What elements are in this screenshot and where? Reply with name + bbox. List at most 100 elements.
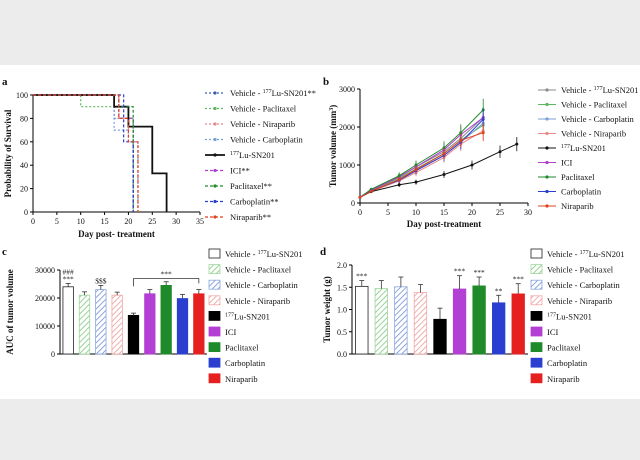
panel-a-x-tick-label: 25 [148, 217, 156, 226]
panel-c-legend-label-4-superscript: 177 [225, 312, 234, 318]
panel-b-series-line-4 [359, 143, 518, 198]
panel-a-x-tick-label: 15 [101, 217, 109, 226]
panel-a-legend-label-2-text: Vehicle - Niraparib [230, 119, 295, 129]
panel-c-legend-swatch-2 [208, 279, 221, 290]
panel-a-y-tick-label: 60 [20, 138, 28, 147]
panel-b-y-tick-label: 0 [351, 199, 355, 208]
panel-a-survival-line-4 [33, 94, 168, 212]
panel-b-x-tick-label: 0 [358, 208, 362, 217]
panel-d-legend-label-6-text: Paclitaxel [547, 343, 581, 353]
panel-c-legend-swatch-3 [208, 295, 221, 306]
panel-b-data-point [397, 174, 401, 178]
panel-d-y-axis-label: Tumor weight (g) [322, 276, 332, 343]
panel-b-legend-marker-1 [545, 102, 549, 107]
panel-b-data-point [459, 138, 463, 142]
panel-b-legend-marker-6 [545, 175, 549, 179]
panel-c-legend-label-6-text: Paclitaxel [225, 343, 259, 353]
panel-a-legend-marker-6 [213, 184, 217, 188]
panel-a-y-tick-label: 0 [24, 208, 28, 217]
panel-b-y-tick-label: 1000 [339, 161, 355, 170]
panel-c-legend-label-8-text: Niraparib [225, 374, 258, 384]
panel-a-x-tick-label: 10 [77, 217, 85, 226]
panel-a-legend-label-0-text-tail: Lu-SN201** [272, 88, 316, 98]
panel-a-y-tick-label: 20 [20, 185, 28, 194]
panel-b-data-point [498, 150, 502, 154]
panel-a-x-axis-label: Day post- treatment [78, 229, 155, 239]
panel-b-y-axis-label: Tumor volume (mm3) [328, 105, 338, 188]
panel-a-legend-marker-4 [213, 153, 217, 157]
panel-d-legend-label-2: Vehicle - Carboplatin [547, 280, 620, 290]
panel-a-x-tick-label: 30 [172, 217, 180, 226]
panel-c-legend-label-2: Vehicle - Carboplatin [225, 280, 298, 290]
panel-b-legend-label-6: Paclitaxel [561, 172, 595, 182]
panel-b-data-point [442, 152, 446, 156]
panel-d-y-tick-label: 0.5 [337, 328, 347, 337]
panel-b-x-tick-label: 15 [440, 208, 448, 217]
panel-a-legend-label-3-text: Vehicle - Carboplatin [230, 135, 303, 145]
panel-a-x-tick-label: 0 [31, 217, 35, 226]
panel-b-legend-label-0: Vehicle - 177Lu-SN201 [561, 85, 638, 95]
panel-b-data-point [414, 168, 418, 172]
panel-a-legend-label-2: Vehicle - Niraparib [230, 119, 295, 129]
panel-c-legend-label-8: Niraparib [225, 374, 258, 384]
panel-c-bracket-label: *** [161, 269, 173, 278]
panel-c-legend-label-7: Carboplatin [225, 358, 266, 368]
panel-d-significance-label: *** [473, 268, 485, 277]
panel-d-legend-label-1: Vehicle - Paclitaxel [547, 265, 614, 275]
panel-b-x-tick-label: 10 [412, 208, 420, 217]
panel-d-legend-label-4-text-tail: Lu-SN201 [556, 311, 592, 321]
panel-a-legend-label-4-superscript: 177 [230, 151, 239, 157]
panel-b-series-line-6 [359, 109, 484, 198]
panel-a-legend-label-7: Carboplatin** [230, 197, 279, 207]
panel-c-y-tick-label: 30000 [35, 266, 55, 275]
panel-c-legend-label-7-text: Carboplatin [225, 358, 266, 368]
panel-b-legend-label-1: Vehicle - Paclitaxel [561, 100, 628, 110]
panel-a-legend-label-4: 177Lu-SN201 [230, 150, 275, 160]
panel-c-bar-vehicle-paclitaxel [78, 294, 91, 355]
panel-b-legend-label-8: Niraparib [561, 201, 594, 211]
figure-panel: a 0 20 40 60 80 100 0 5 10 15 20 25 30 35 Day post- tre… [0, 65, 640, 399]
panel-b-data-point [397, 183, 401, 187]
panel-c-bar-paclitaxel [160, 284, 172, 355]
panel-b-x-tick-label: 25 [496, 208, 504, 217]
panel-d-significance-label: *** [356, 272, 368, 281]
panel-d-legend-label-5-text: ICI [547, 327, 559, 337]
panel-a-legend-label-7-text: Carboplatin** [230, 197, 279, 207]
panel-c-legend-label-4: 177Lu-SN201 [225, 311, 270, 321]
panel-c-legend-label-3-text: Vehicle - Niraparib [225, 296, 290, 306]
panel-c-significance-label: ### [63, 267, 75, 276]
panel-d-bar-ici [452, 288, 467, 355]
panel-c-bar-vehicle-177lu-sn201 [62, 286, 74, 355]
panel-a-legend-label-0-superscript: 177 [263, 89, 272, 95]
panel-c-legend-label-2-text: Vehicle - Carboplatin [225, 280, 298, 290]
panel-a-legend-label-4-text-tail: Lu-SN201 [239, 150, 275, 160]
panel-d-y-tick-label: 2.0 [337, 261, 347, 270]
panel-d-legend-label-0-superscript: 177 [580, 250, 589, 256]
panel-d-legend-swatch-0 [530, 248, 543, 259]
panel-a-legend-marker-2 [213, 122, 217, 126]
panel-c-bar-177lu-sn201 [127, 314, 140, 355]
panel-c-y-tick-label: 0 [51, 350, 55, 359]
panel-b-legend-label-8-text: Niraparib [561, 201, 594, 211]
panel-d-y-tick-label: 1.0 [337, 306, 347, 315]
panel-c-legend-swatch-0 [208, 248, 221, 259]
panel-b-data-point [481, 117, 485, 121]
panel-b-legend-marker-3 [545, 131, 549, 136]
panel-b-data-point [414, 163, 418, 167]
panel-c-legend-swatch-6 [208, 342, 221, 353]
panel-d-bar-niraparib [511, 293, 525, 355]
panel-a-survival-line-0 [33, 94, 134, 212]
panel-b-letter: b [323, 76, 329, 88]
panel-b-data-point [442, 173, 446, 176]
panel-a-x-tick-label: 5 [55, 217, 59, 226]
panel-c-bar-niraparib [193, 293, 205, 355]
panel-b-legend-marker-4 [545, 146, 549, 150]
panel-b-data-point [358, 195, 362, 199]
panel-a-survival-line-1 [33, 94, 134, 212]
panel-b-legend-marker-5 [545, 160, 549, 165]
panel-d-legend-swatch-1 [530, 264, 543, 275]
panel-c-legend-label-5: ICI [225, 327, 237, 337]
panel-b-legend-label-4: 177Lu-SN201 [561, 143, 606, 153]
panel-a-legend-marker-3 [213, 137, 217, 142]
panel-d-significance-label: *** [513, 275, 525, 284]
